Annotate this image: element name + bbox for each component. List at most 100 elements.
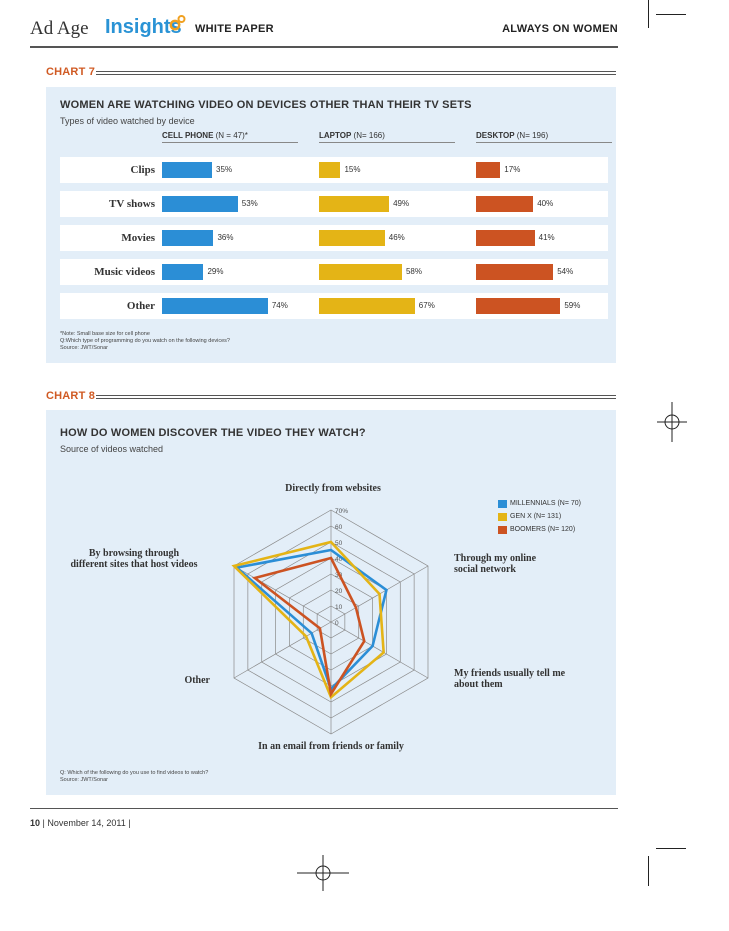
chart8-subtitle: Source of videos watched bbox=[60, 444, 164, 454]
radar-axis-label: In an email from friends or family bbox=[236, 741, 426, 752]
chart7-series-n: (N= 196) bbox=[514, 131, 549, 140]
radar-axis-label: By browsing through different sites that … bbox=[54, 548, 214, 570]
page-number: 10 bbox=[30, 818, 41, 828]
chart7-footnote: *Note: Small base size for cell phone bbox=[60, 331, 150, 337]
legend-label: GEN X (N= 131) bbox=[510, 513, 562, 520]
chart7-bar bbox=[476, 264, 554, 280]
chart7-label: CHART 7 bbox=[46, 66, 96, 78]
chart7-title: WOMEN ARE WATCHING VIDEO ON DEVICES OTHE… bbox=[60, 99, 472, 111]
chart7-data-label: 54% bbox=[557, 267, 574, 276]
chart7-data-label: 15% bbox=[344, 165, 361, 174]
radar-axis-label: My friends usually tell me about them bbox=[454, 668, 604, 690]
radar-axis-label-line: By browsing through bbox=[88, 548, 180, 559]
chart7-category-label: Music videos bbox=[94, 266, 155, 278]
radar-tick-label: 40 bbox=[335, 556, 343, 563]
radar-series-line bbox=[251, 556, 366, 698]
chart7-bar bbox=[162, 196, 238, 212]
section-label: WHITE PAPER bbox=[195, 23, 274, 35]
chart7-bar bbox=[476, 230, 535, 246]
crop-mark bbox=[656, 848, 686, 849]
chart7-rule bbox=[96, 71, 616, 75]
chart7-column-rule bbox=[476, 142, 612, 143]
chart8-label: CHART 8 bbox=[46, 390, 96, 402]
radar-tick-label: 20 bbox=[335, 588, 343, 595]
radar-tick-label: 10 bbox=[335, 604, 343, 611]
chart7-data-label: 41% bbox=[538, 233, 555, 242]
legend-swatch bbox=[498, 500, 507, 508]
chart7-footnote: Source: JWT/Sonar bbox=[60, 345, 108, 351]
chart7-data-label: 40% bbox=[537, 199, 554, 208]
brand-adage: Ad Age bbox=[30, 18, 89, 39]
radar-axis-label-line: Directly from websites bbox=[285, 483, 381, 494]
registration-mark-icon bbox=[297, 855, 349, 891]
chart7-bar bbox=[162, 162, 213, 178]
legend-swatch bbox=[498, 526, 507, 534]
chart7-series-name: CELL PHONE bbox=[162, 131, 214, 140]
chart7-bar bbox=[162, 230, 214, 246]
chart7-series-n: (N= 166) bbox=[351, 131, 385, 140]
chart7-subtitle: Types of video watched by device bbox=[60, 116, 195, 126]
radar-axis-label-line: about them bbox=[454, 679, 503, 690]
chart7-data-label: 36% bbox=[217, 233, 234, 242]
chart7-bar bbox=[162, 264, 204, 280]
chart7-data-label: 53% bbox=[241, 199, 258, 208]
footer-date: November 14, 2011 bbox=[47, 818, 126, 828]
radar-axis-label: Directly from websites bbox=[278, 483, 388, 494]
chart7-series-name: LAPTOP bbox=[319, 131, 352, 140]
chart8-rule bbox=[96, 395, 616, 399]
chart7-bar bbox=[319, 264, 402, 280]
chart7-data-label: 35% bbox=[216, 165, 233, 174]
chart8-panel: HOW DO WOMEN DISCOVER THE VIDEO THEY WAT… bbox=[46, 410, 616, 795]
chart7-bar bbox=[319, 298, 415, 314]
chart7-series-header: LAPTOP (N= 166) bbox=[319, 131, 385, 140]
radar-axis-label: Through my online social network bbox=[454, 553, 604, 575]
radar-tick-label: 0 bbox=[335, 620, 339, 627]
chart7-column-rule bbox=[319, 142, 455, 143]
radar-spoke bbox=[330, 621, 429, 679]
page-footer: 10 | November 14, 2011 | bbox=[30, 818, 131, 828]
radar-axis-label-line: different sites that host videos bbox=[70, 559, 198, 570]
crop-mark bbox=[648, 0, 649, 28]
radar-tick-label: 60 bbox=[335, 524, 343, 531]
chart7-bar bbox=[319, 196, 390, 212]
chart7-category-label: Clips bbox=[130, 164, 155, 176]
radar-series-line bbox=[231, 540, 385, 700]
registration-mark-icon bbox=[657, 402, 687, 442]
chart7-series-n: (N = 47)* bbox=[213, 131, 248, 140]
chart7-series-header: CELL PHONE (N = 47)* bbox=[162, 131, 248, 140]
chart7-bar bbox=[319, 230, 385, 246]
legend-item: MILLENNIALS (N= 70) bbox=[498, 500, 581, 513]
radar-tick-label: 70% bbox=[335, 508, 348, 515]
header-divider bbox=[30, 46, 618, 48]
brand-insights: Insights bbox=[105, 16, 182, 38]
chart7-category-label: Movies bbox=[121, 232, 155, 244]
footer-divider bbox=[30, 808, 618, 809]
radar-axis-label-line: social network bbox=[454, 564, 516, 575]
chart7-bar bbox=[476, 298, 561, 314]
legend-label: MILLENNIALS (N= 70) bbox=[510, 500, 581, 507]
chart7-heading: CHART 7 bbox=[46, 66, 616, 82]
radar-spoke bbox=[233, 565, 332, 623]
legend-item: GEN X (N= 131) bbox=[498, 513, 581, 526]
chart8-legend: MILLENNIALS (N= 70) GEN X (N= 131) BOOMERS… bbox=[498, 500, 581, 539]
chart7-panel: WOMEN ARE WATCHING VIDEO ON DEVICES OTHE… bbox=[46, 87, 616, 363]
radar-axis-label: Other bbox=[156, 675, 210, 686]
chart7-column-rule bbox=[162, 142, 298, 143]
report-title: ALWAYS ON WOMEN bbox=[502, 23, 618, 35]
chart8-footnotes: Q: Which of the following do you use to … bbox=[60, 770, 208, 784]
legend-item: BOOMERS (N= 120) bbox=[498, 526, 581, 539]
chart8-footnote: Q: Which of the following do you use to … bbox=[60, 770, 209, 776]
chart7-data-label: 59% bbox=[564, 301, 581, 310]
gear-icon bbox=[169, 15, 186, 31]
radar-spoke bbox=[233, 621, 332, 679]
chart7-bar bbox=[319, 162, 341, 178]
chart7-footnote: Q:Which type of programming do you watch… bbox=[60, 338, 230, 344]
chart7-data-label: 49% bbox=[393, 199, 410, 208]
chart7-data-label: 17% bbox=[504, 165, 521, 174]
chart7-data-label: 29% bbox=[207, 267, 224, 276]
chart7-category-label: TV shows bbox=[109, 198, 155, 210]
chart7-bar bbox=[476, 196, 534, 212]
radar-axis-label-line: In an email from friends or family bbox=[258, 741, 404, 752]
chart7-bar bbox=[162, 298, 268, 314]
radar-tick-label: 50 bbox=[335, 540, 343, 547]
